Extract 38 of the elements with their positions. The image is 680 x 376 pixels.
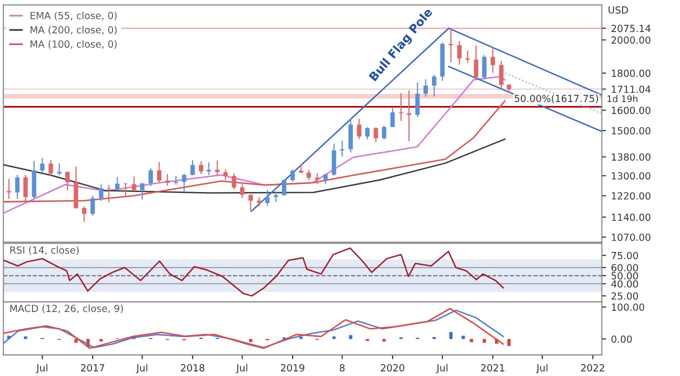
y-tick-label: 40.00 bbox=[611, 280, 638, 288]
y-tick-label: 100.00 bbox=[612, 304, 644, 311]
x-tick-label: 2021 bbox=[481, 364, 504, 372]
text: 1d 19h bbox=[608, 95, 638, 102]
x-tick-label: 2020 bbox=[380, 364, 404, 372]
legend-label: MA (200, close, 0) bbox=[30, 26, 117, 35]
x-tick-label: Jul bbox=[436, 364, 448, 374]
y-tick-label: 1070.00 bbox=[612, 234, 650, 241]
x-tick-label: Jul bbox=[536, 364, 548, 374]
y-tick-label: 1140.00 bbox=[612, 214, 650, 221]
y-tick-label: 1220.00 bbox=[612, 192, 650, 200]
x-tick-label: 2017 bbox=[81, 364, 104, 372]
legend-label: MA (100, close, 0) bbox=[30, 40, 117, 49]
y-tick-label: 25.00 bbox=[612, 292, 638, 300]
y-tick-label: 2075.14 bbox=[612, 24, 650, 32]
y-tick-label: 60.00 bbox=[612, 264, 638, 272]
y-tick-label: 1711.04 bbox=[612, 86, 650, 93]
x-tick-label: 8 bbox=[340, 364, 345, 372]
y-tick-label: 1800.00 bbox=[612, 70, 650, 77]
ref-line-label: 50.00%(1617.75) bbox=[514, 94, 598, 104]
y-tick-label: 50.00 bbox=[612, 272, 638, 280]
y-tick-label: 2000.00 bbox=[612, 36, 650, 44]
y-tick-label: 1380.00 bbox=[612, 153, 650, 161]
y-tick-label: 75.00 bbox=[612, 252, 638, 260]
chart-title: MACD (12, 26, close, 9) bbox=[10, 304, 123, 314]
y-tick-label: 1500.00 bbox=[612, 127, 650, 134]
y-tick-label: 0.00 bbox=[611, 335, 632, 343]
text: USD bbox=[608, 6, 628, 14]
x-tick-label: 2018 bbox=[180, 364, 204, 372]
x-tick-label: 2022 bbox=[581, 364, 604, 372]
x-tick-label: Jul bbox=[136, 364, 148, 374]
chart-title: RSI (14, close) bbox=[10, 246, 79, 255]
y-tick-label: 1600.00 bbox=[612, 106, 650, 114]
x-tick-label: Jul bbox=[36, 364, 48, 374]
y-tick-label: 1300.00 bbox=[612, 172, 650, 180]
x-tick-label: 2019 bbox=[280, 364, 304, 372]
x-tick-label: Jul bbox=[236, 364, 248, 374]
legend-label: EMA (55, close, 0) bbox=[30, 12, 117, 20]
